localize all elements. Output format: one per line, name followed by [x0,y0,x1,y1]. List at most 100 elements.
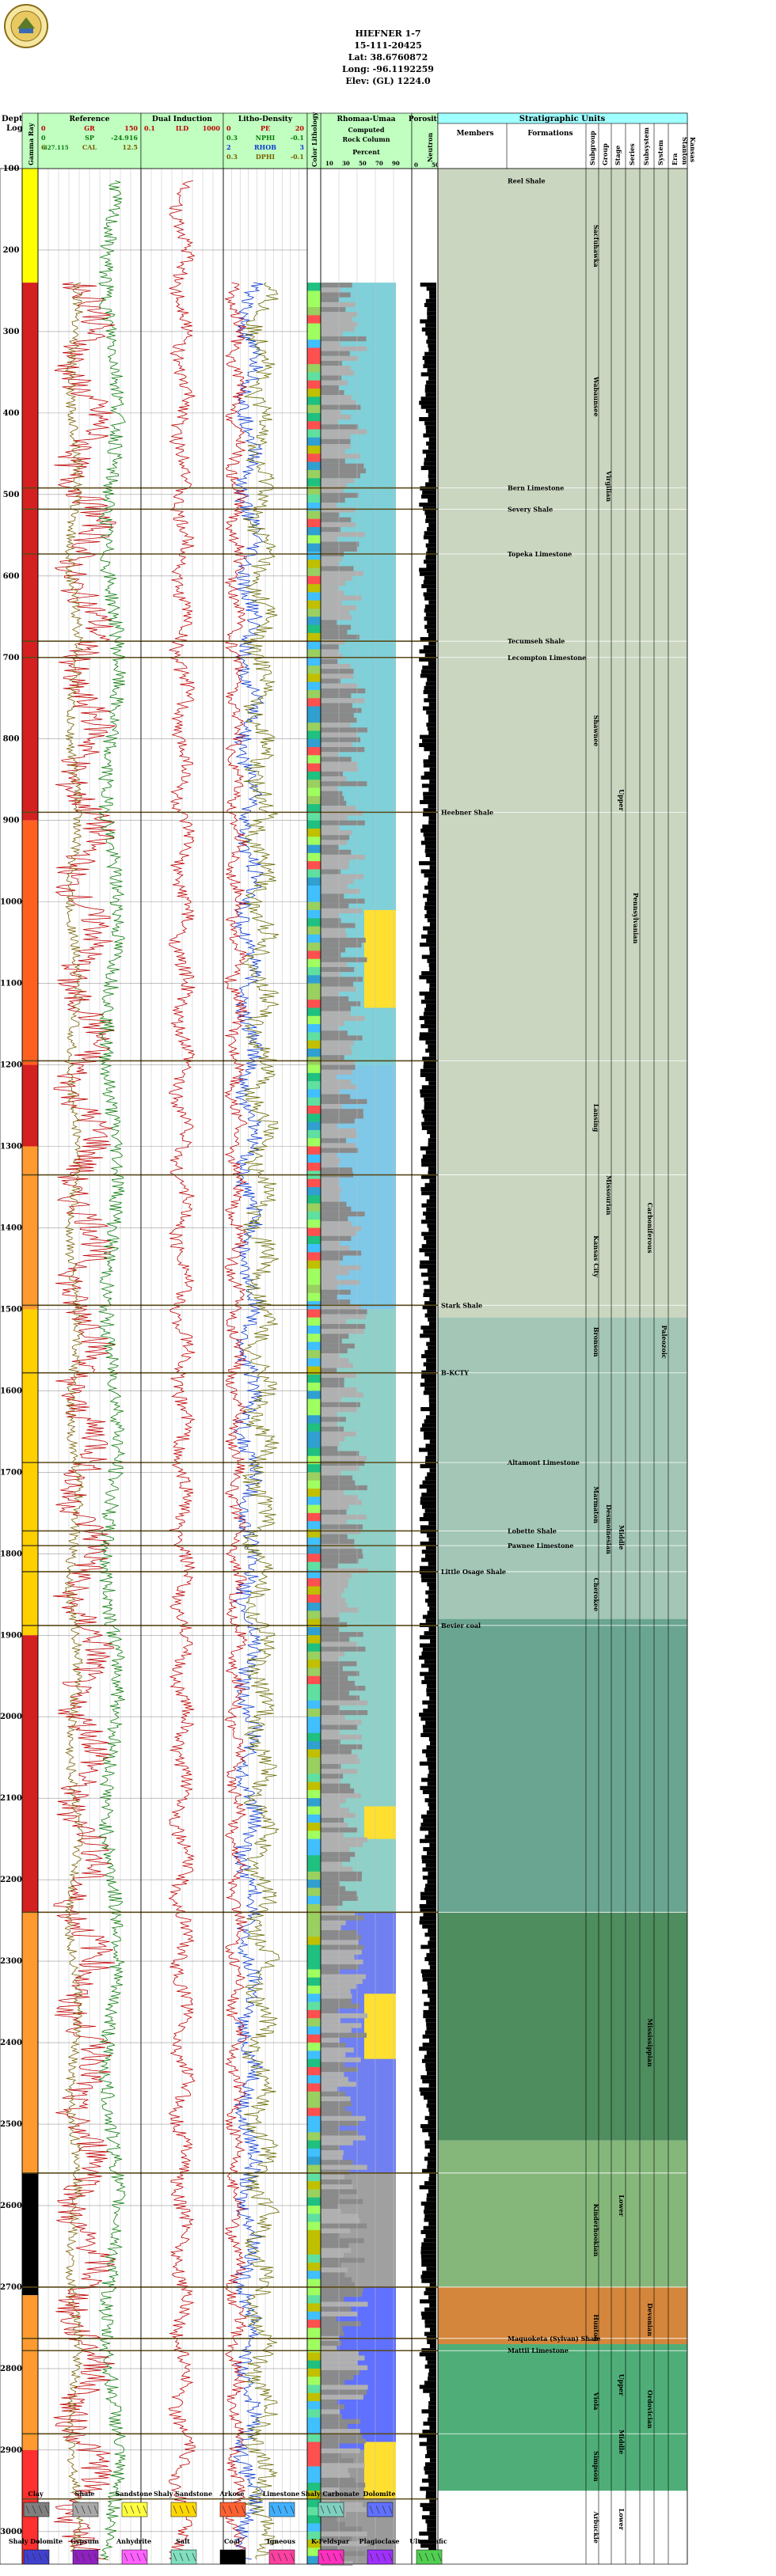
rock-layer [321,874,364,879]
rock-layer [321,1353,340,1359]
rock-layer [321,2297,344,2302]
color-lith-layer [307,2392,321,2402]
rock-layer [321,2052,346,2058]
porosity-bar [427,1851,436,1856]
rock-layer [321,575,352,581]
gamma-zone [22,1146,38,1310]
porosity-bar [428,1774,436,1778]
legend-item: K-Feldspar [311,2537,350,2565]
stage-label: Missourian [605,1175,613,1215]
porosity-bar [428,1227,436,1232]
rock-layer [321,414,352,420]
rock-layer [321,2209,341,2214]
reference-2-scale-left: 6 [41,143,46,151]
rock-layer [321,737,361,742]
color-lith-layer [307,1757,321,1766]
rock-layer [321,1632,363,1637]
porosity-bar [427,1472,436,1477]
porosity-bar [429,967,436,972]
rock-layer [321,854,366,860]
porosity-bar [423,1280,436,1285]
group-label: Wabaunsee [592,376,600,417]
porosity-bar [422,490,436,495]
porosity-bar [424,2157,436,2161]
litho-1-scale-name: NPHI [256,134,276,142]
porosity-bar [421,327,436,332]
porosity-bar [428,1277,436,1281]
legend-item: Shaly Carbonate [301,2490,359,2517]
series-label: Lower [618,2509,626,2531]
color-lith-layer [307,2066,321,2076]
rock-layer [321,1167,352,1173]
rock-layer [321,2492,342,2498]
porosity-bar [429,2425,436,2430]
porosity-bar [429,1948,436,1953]
porosity-bar [425,1753,436,1758]
porosity-bar [427,930,436,935]
member-label: Heebner Shale [441,808,493,816]
rock-layer [321,1837,367,1842]
rock-layer [321,2160,353,2165]
rock-layer [321,1744,363,1750]
porosity-bar [424,1288,436,1293]
porosity-bar [429,1178,436,1183]
legend-label: Arkose [219,2490,245,2498]
porosity-bar [424,914,436,919]
rock-layer [321,283,352,288]
log-header: Log [6,124,23,133]
porosity-bar [420,2254,436,2259]
color-lith-layer [307,364,321,373]
porosity-bar [429,1411,436,1416]
group-label: Shawnee [592,715,600,747]
rank-header-subgroup: Subgroup [588,131,596,165]
color-lith-layer [307,2344,321,2353]
porosity-bar [421,2409,436,2414]
color-lith-layer [307,2001,321,2011]
rock-layer [321,2149,344,2156]
porosity-bar [428,816,436,821]
color-lith-layer [307,886,321,894]
rock-layer [321,2199,363,2204]
rock-layer [321,1626,340,1633]
rock-layer [321,468,367,474]
color-lith-layer [307,820,321,829]
porosity-bar [420,1326,436,1330]
porosity-bar [428,881,436,886]
porosity-bar [427,2164,436,2169]
strat-zone [438,2491,687,2564]
porosity-bar [424,1675,436,1680]
color-lith-layer [307,1431,321,1440]
porosity-bar [420,934,436,939]
color-lith-layer [307,1015,321,1025]
rock-layer [321,981,354,987]
member-label: Tecumseh Shale [508,637,565,645]
color-lith-layer [307,1994,321,2003]
legend-pattern [87,2552,92,2562]
rock-layer [321,1500,362,1505]
rock-layer [321,1138,346,1144]
induction-scale-name: ILD [176,124,188,132]
porosity-bar [424,596,436,601]
porosity-bar [423,1064,436,1069]
rock-layer [321,1603,348,1608]
rock-layer [321,1397,341,1402]
color-lith-layer [307,1586,321,1595]
rock-layer [321,385,340,391]
color-lith-layer [307,1317,321,1326]
porosity-bar [426,2022,436,2027]
porosity-bar [424,1419,436,1424]
porosity-bar [429,1741,436,1746]
rock-layer [321,600,342,605]
legend-pattern [173,2552,177,2562]
porosity-bar [426,1952,436,1957]
color-lith-layer [307,446,321,454]
porosity-bar [425,681,436,686]
rock-layer [321,952,341,958]
rock-layer [321,527,341,533]
porosity-bar [421,1855,436,1860]
percent-tick: 50 [359,160,367,167]
porosity-bar [424,1235,436,1240]
rock-layer [321,2120,359,2126]
rock-layer [321,747,365,753]
